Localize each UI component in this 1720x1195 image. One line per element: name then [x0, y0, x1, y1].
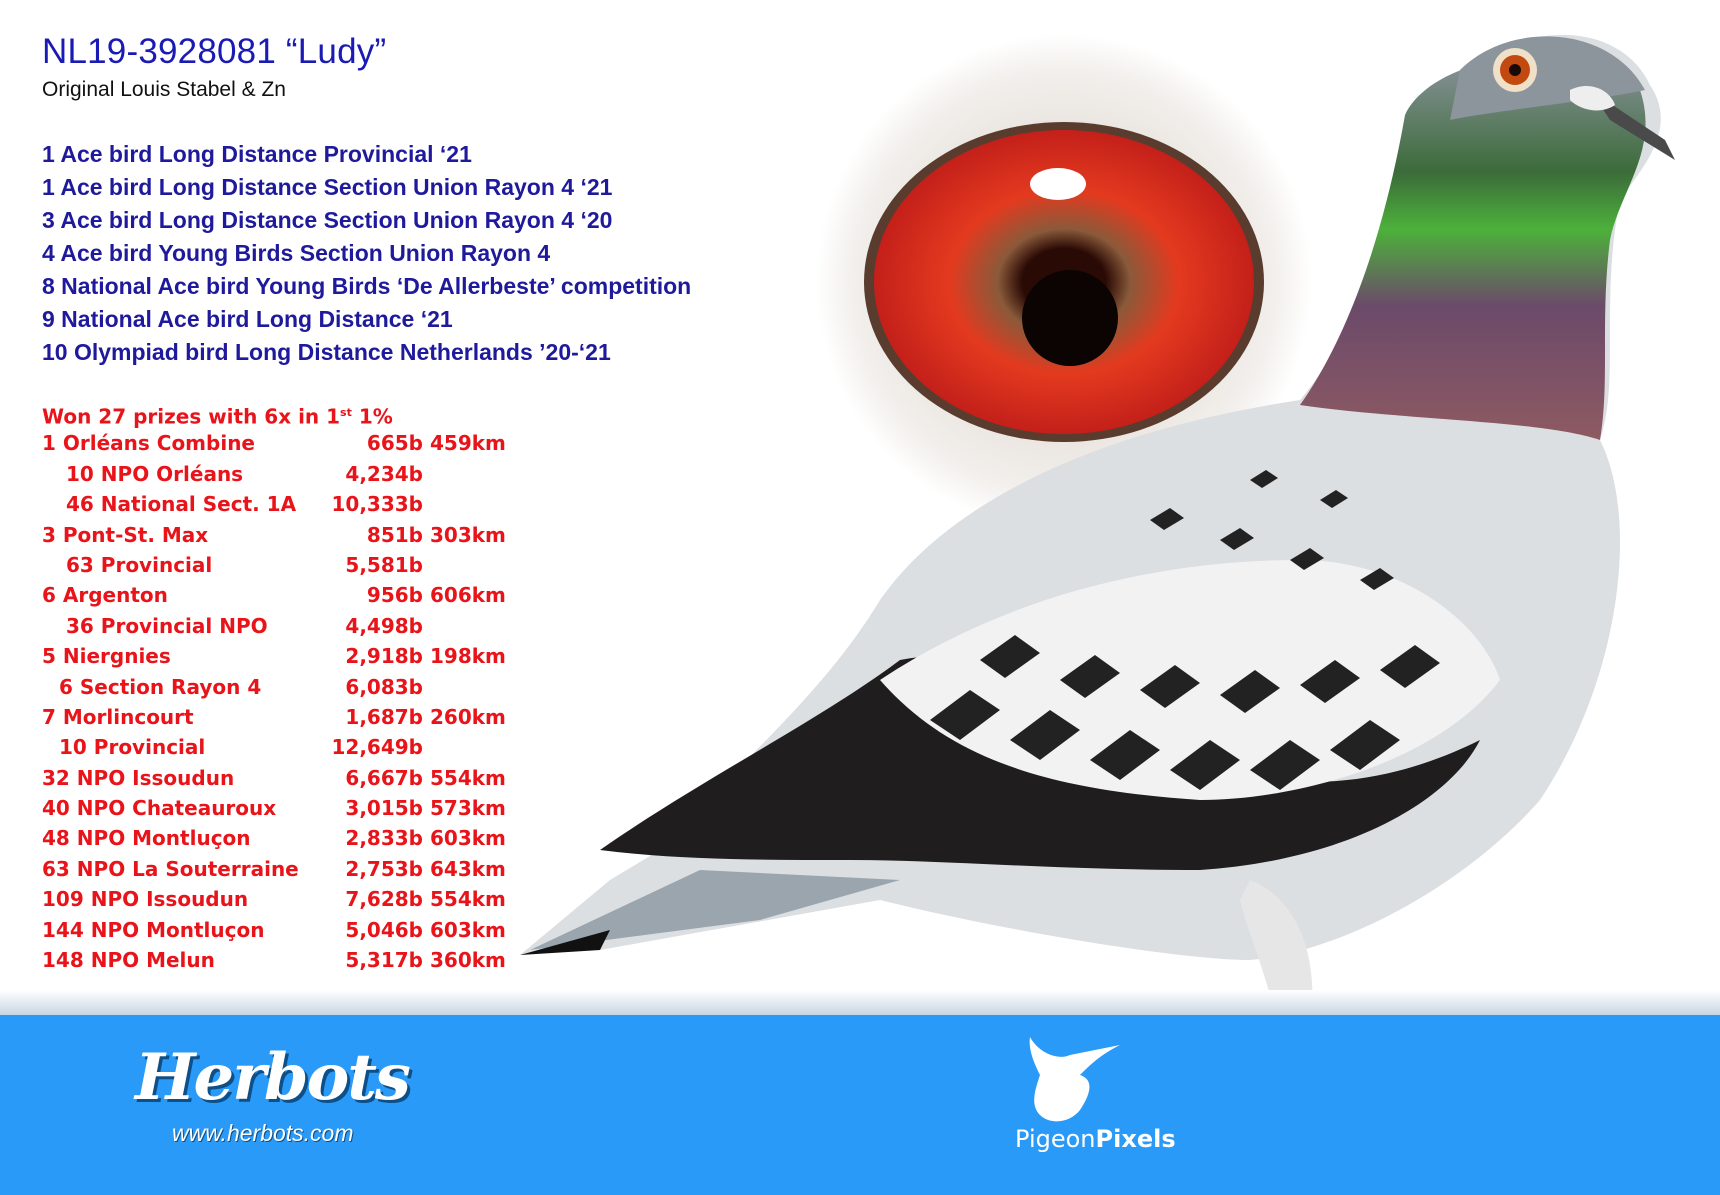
result-birds: 2,753b	[345, 856, 423, 881]
result-row: 46 National Sect. 1A 10,333b	[42, 489, 512, 519]
results-heading-text: Won 27 prizes with 6x in 1	[42, 404, 341, 429]
achievement-item: 8 National Ace bird Young Birds ‘De Alle…	[42, 273, 692, 299]
result-distance: 573km	[430, 796, 506, 821]
pigeonpixels-a: Pigeon	[1015, 1125, 1096, 1153]
result-label: 36 Provincial NPO	[66, 613, 268, 638]
results-list: Won 27 prizes with 6x in 1st 1% 1 Orléan…	[42, 398, 512, 975]
result-birds: 5,317b	[345, 948, 423, 973]
result-row: 3 Pont-St. Max 851b 303km	[42, 520, 512, 550]
result-row: 148 NPO Melun 5,317b 360km	[42, 945, 512, 975]
result-row: 63 NPO La Souterraine 2,753b 643km	[42, 854, 512, 884]
achievement-item: 9 National Ace bird Long Distance ‘21	[42, 306, 453, 332]
result-row: 10 Provincial 12,649b	[42, 732, 512, 762]
pigeonpixels-b: Pixels	[1095, 1125, 1176, 1153]
result-label: 32 NPO Issoudun	[42, 765, 235, 790]
result-birds: 956b	[366, 583, 423, 608]
result-row: 109 NPO Issoudun 7,628b 554km	[42, 884, 512, 914]
result-label: 144 NPO Montluçon	[42, 917, 265, 942]
result-birds: 10,333b	[331, 492, 424, 517]
result-label: 1 Orléans Combine	[42, 431, 255, 456]
achievement-item: 10 Olympiad bird Long Distance Netherlan…	[42, 339, 611, 365]
result-birds: 4,498b	[345, 613, 423, 638]
herbots-logo: Herbots	[135, 1040, 411, 1115]
result-row: 40 NPO Chateauroux 3,015b 573km	[42, 793, 512, 823]
result-row: 36 Provincial NPO 4,498b	[42, 611, 512, 641]
footer-fade	[0, 990, 1720, 1015]
result-label: 6 Argenton	[42, 583, 168, 608]
results-heading-sup: st	[340, 406, 352, 419]
result-label: 46 National Sect. 1A	[66, 492, 297, 517]
result-row: 7 Morlincourt 1,687b 260km	[42, 702, 512, 732]
result-distance: 459km	[430, 431, 506, 456]
result-distance: 554km	[430, 887, 506, 912]
results-heading-suffix: 1%	[351, 404, 393, 429]
result-distance: 603km	[430, 917, 506, 942]
result-distance: 360km	[430, 948, 506, 973]
page-title: NL19-3928081 “Ludy”	[42, 32, 387, 71]
result-birds: 3,015b	[345, 796, 423, 821]
result-label: 109 NPO Issoudun	[42, 887, 249, 912]
result-birds: 4,234b	[345, 461, 423, 486]
result-label: 3 Pont-St. Max	[42, 522, 209, 547]
pigeonpixels-logo: PigeonPixels	[1015, 1125, 1176, 1153]
achievement-item: 1 Ace bird Long Distance Section Union R…	[42, 174, 613, 200]
result-birds: 6,667b	[345, 765, 423, 790]
result-distance: 603km	[430, 826, 506, 851]
achievement-item: 3 Ace bird Long Distance Section Union R…	[42, 207, 613, 233]
result-row: 144 NPO Montluçon 5,046b 603km	[42, 915, 512, 945]
result-distance: 198km	[430, 644, 506, 669]
result-birds: 12,649b	[331, 735, 424, 760]
eye-closeup	[816, 34, 1312, 530]
result-row: 6 Section Rayon 4 6,083b	[42, 672, 512, 702]
result-row: 63 Provincial 5,581b	[42, 550, 512, 580]
result-distance: 260km	[430, 704, 506, 729]
achievement-item: 4 Ace bird Young Birds Section Union Ray…	[42, 240, 551, 266]
pigeon-body	[520, 34, 1675, 1040]
result-label: 63 NPO La Souterraine	[42, 856, 299, 881]
result-birds: 2,918b	[345, 644, 423, 669]
result-birds: 851b	[366, 522, 423, 547]
result-distance: 554km	[430, 765, 506, 790]
result-row: 6 Argenton 956b 606km	[42, 580, 512, 610]
result-label: 10 Provincial	[59, 735, 206, 760]
result-label: 48 NPO Montluçon	[42, 826, 251, 851]
result-birds: 5,581b	[345, 552, 423, 577]
result-label: 63 Provincial	[66, 552, 213, 577]
result-label: 7 Morlincourt	[42, 704, 194, 729]
result-label: 148 NPO Melun	[42, 948, 215, 973]
result-row: 32 NPO Issoudun 6,667b 554km	[42, 763, 512, 793]
result-birds: 665b	[366, 431, 423, 456]
herbots-url[interactable]: www.herbots.com	[172, 1120, 354, 1146]
result-birds: 7,628b	[345, 887, 423, 912]
achievements-list: 1 Ace bird Long Distance Provincial ‘21 …	[42, 138, 691, 369]
result-row: 1 Orléans Combine 665b 459km	[42, 428, 512, 458]
breeder-subtitle: Original Louis Stabel & Zn	[42, 78, 286, 101]
result-distance: 643km	[430, 856, 506, 881]
result-birds: 6,083b	[345, 674, 423, 699]
result-row: 5 Niergnies 2,918b 198km	[42, 641, 512, 671]
result-label: 5 Niergnies	[42, 644, 171, 669]
result-row: 48 NPO Montluçon 2,833b 603km	[42, 823, 512, 853]
results-heading: Won 27 prizes with 6x in 1st 1%	[42, 398, 512, 429]
result-label: 40 NPO Chateauroux	[42, 796, 277, 821]
result-label: 10 NPO Orléans	[66, 461, 244, 486]
achievement-item: 1 Ace bird Long Distance Provincial ‘21	[42, 141, 472, 167]
result-row: 10 NPO Orléans 4,234b	[42, 459, 512, 489]
result-birds: 2,833b	[345, 826, 423, 851]
result-birds: 1,687b	[345, 704, 423, 729]
result-birds: 5,046b	[345, 917, 423, 942]
pigeonpixels-bird-icon	[1029, 1037, 1120, 1122]
footer-bar	[0, 1015, 1720, 1195]
result-label: 6 Section Rayon 4	[59, 674, 262, 699]
result-distance: 606km	[430, 583, 506, 608]
result-distance: 303km	[430, 522, 506, 547]
